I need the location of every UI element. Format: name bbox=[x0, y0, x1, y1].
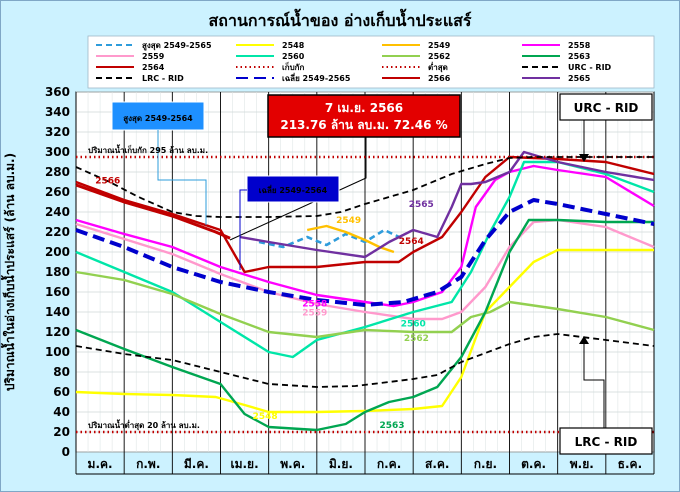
avg-label-leader bbox=[239, 189, 247, 270]
avg-label: เฉลี่ย 2549-2564 bbox=[259, 184, 328, 195]
urc-arrowhead bbox=[579, 154, 589, 162]
series-label-2566: 2566 bbox=[95, 177, 120, 187]
x-tick-label: มิ.ย. bbox=[329, 457, 353, 471]
lrc-label: LRC - RID bbox=[575, 435, 638, 449]
legend-label: 2560 bbox=[282, 52, 305, 61]
legend-label: สูงสุด 2549-2565 bbox=[142, 41, 212, 51]
legend-label: เฉลี่ย 2549-2565 bbox=[282, 72, 351, 83]
series-line-2566 bbox=[75, 183, 231, 240]
plot-area: 0 20 40 60 80 100 120 140 160 180 200 220 240 260 280 3… bbox=[45, 85, 655, 475]
max-label-box bbox=[111, 101, 205, 131]
legend-label: 2559 bbox=[142, 52, 165, 61]
current-value-callout bbox=[267, 94, 461, 138]
y-tick-label: 240 bbox=[45, 205, 70, 219]
legend-label: LRC - RID bbox=[142, 74, 184, 83]
y-tick-label: 260 bbox=[45, 185, 70, 199]
series-label-2560: 2560 bbox=[401, 320, 426, 330]
x-tick-label: ก.พ. bbox=[136, 457, 160, 471]
series-label-2565: 2565 bbox=[409, 200, 434, 210]
series-line-2564 bbox=[75, 155, 655, 274]
y-tick-label: 320 bbox=[45, 125, 70, 139]
series-label-2549: 2549 bbox=[336, 216, 361, 226]
series-label-2559: 2559 bbox=[302, 309, 327, 319]
y-tick-label: 0 bbox=[62, 445, 70, 459]
min-line-label: ปริมาณน้ำต่ำสุด 20 ล้าน ลบ.ม. bbox=[88, 419, 200, 431]
series-line-URC - RID bbox=[75, 156, 654, 218]
legend-label: 2558 bbox=[568, 41, 591, 50]
x-tick-label: ก.ค. bbox=[377, 457, 401, 471]
legend-label: 2549 bbox=[428, 41, 451, 50]
legend-label: 2562 bbox=[428, 52, 450, 61]
lrc-arrowhead bbox=[579, 336, 589, 344]
max-label-leader bbox=[157, 130, 207, 225]
legend: สูงสุด 2549-2565 2548 2549 2558 2559 2560 2562… bbox=[87, 35, 655, 89]
current-date: 7 เม.ย. 2566 bbox=[325, 101, 403, 115]
legend-label: 2566 bbox=[428, 74, 451, 83]
series-label-2558: 2558 bbox=[302, 299, 327, 309]
y-tick-label: 80 bbox=[53, 365, 70, 379]
series-label-2562: 2562 bbox=[404, 334, 429, 344]
series-line-สูงสุด 2549-2565 bbox=[258, 228, 405, 249]
lrc-arrow bbox=[583, 338, 605, 428]
y-tick-label: 300 bbox=[45, 145, 70, 159]
x-tick-label: พ.ค. bbox=[280, 457, 305, 471]
y-tick-label: 20 bbox=[53, 425, 70, 439]
series-line-2548 bbox=[75, 248, 654, 414]
urc-box bbox=[559, 93, 653, 121]
y-tick-label: 280 bbox=[45, 165, 70, 179]
legend-label: 2565 bbox=[568, 74, 591, 83]
series-line-เฉลี่ย 2549-2565 bbox=[75, 198, 655, 307]
x-tick-label: ม.ค. bbox=[88, 457, 113, 471]
callout-leader bbox=[229, 137, 367, 241]
x-tick-label: เม.ย. bbox=[230, 457, 258, 471]
avg-label-box bbox=[246, 175, 340, 203]
y-tick-label: 160 bbox=[45, 285, 70, 299]
x-tick-label: ต.ค. bbox=[521, 457, 546, 471]
x-tick-label: ก.ย. bbox=[474, 457, 497, 471]
y-tick-label: 180 bbox=[45, 265, 70, 279]
legend-label: 2564 bbox=[142, 63, 165, 72]
series-line-2562 bbox=[75, 270, 655, 339]
y-tick-label: 120 bbox=[45, 325, 70, 339]
series-label-2548: 2548 bbox=[253, 412, 278, 422]
series-label-2564: 2564 bbox=[399, 237, 424, 247]
y-tick-label: 140 bbox=[45, 305, 70, 319]
x-tick-label: พ.ย. bbox=[570, 457, 594, 471]
legend-label: ต่ำสุด bbox=[428, 61, 448, 73]
y-tick-label: 200 bbox=[45, 245, 70, 259]
x-tick-label: ส.ค. bbox=[425, 457, 449, 471]
y-tick-label: 60 bbox=[53, 385, 70, 399]
legend-label: เก็บกัก bbox=[282, 61, 305, 72]
max-label: สูงสุด 2549-2564 bbox=[123, 114, 193, 124]
x-tick-label: มี.ค. bbox=[184, 457, 209, 471]
y-tick-label: 360 bbox=[45, 85, 70, 99]
y-tick-label: 220 bbox=[45, 225, 70, 239]
annotations: 7 เม.ย. 2566 213.76 ล้าน ลบ.ม. 72.46 % สูง… bbox=[88, 93, 653, 455]
legend-label: 2563 bbox=[568, 52, 590, 61]
storage-line-label: ปริมาณน้ำเก็บกัก 295 ล้าน ลบ.ม. bbox=[88, 144, 208, 155]
y-axis-label: ปริมาณน้ำในอ่างเก็บน้ำประแสร์ (ล้าน ลบ.ม… bbox=[0, 153, 17, 391]
series-line-2563 bbox=[75, 218, 654, 432]
y-tick-label: 100 bbox=[45, 345, 70, 359]
series-line-2560 bbox=[75, 160, 655, 359]
y-tick-label: 40 bbox=[53, 405, 70, 419]
chart-title: สถานการณ์น้ำของ อ่างเก็บน้ำประแสร์ bbox=[209, 8, 472, 30]
series-label-2563: 2563 bbox=[379, 421, 404, 431]
urc-label: URC - RID bbox=[574, 101, 639, 115]
legend-label: 2548 bbox=[282, 41, 305, 50]
series-line-2558 bbox=[75, 164, 655, 308]
legend-label: URC - RID bbox=[568, 63, 612, 72]
y-tick-label: 340 bbox=[45, 105, 70, 119]
lrc-box bbox=[559, 427, 653, 455]
series-line-LRC - RID bbox=[75, 333, 655, 388]
x-tick-label: ธ.ค. bbox=[618, 457, 642, 471]
current-value: 213.76 ล้าน ลบ.ม. 72.46 % bbox=[280, 118, 447, 132]
